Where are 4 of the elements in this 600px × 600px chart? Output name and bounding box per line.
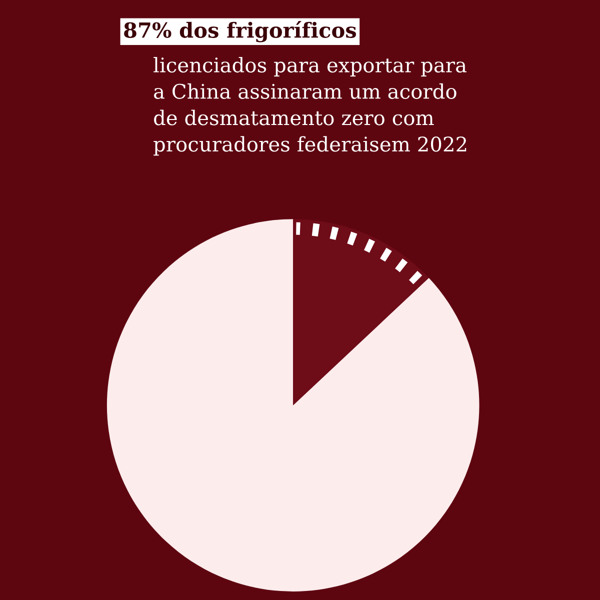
chart-title: 87% dos frigoríficos [124,21,356,42]
pie-slice [293,219,429,406]
pie-slice [106,219,480,592]
chart-subtitle: licenciados para exportar para a China assinaram um acordo de desmatamento zero com procuradores federaisem 2022 [154,57,466,156]
